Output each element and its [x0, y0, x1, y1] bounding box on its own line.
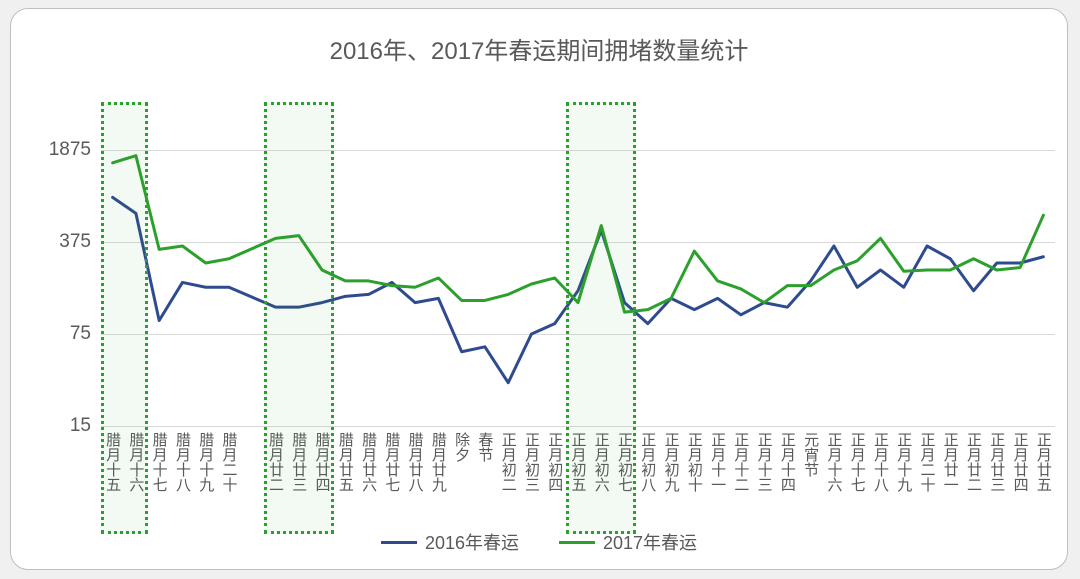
x-tick-label: 正月初三 [524, 432, 539, 492]
legend-item: 2017年春运 [559, 529, 697, 555]
legend-swatch [559, 541, 595, 544]
x-tick-label: 正月初四 [547, 432, 562, 492]
x-tick-label: 春节 [477, 432, 492, 462]
x-tick-label: 腊月廿六 [361, 432, 376, 492]
x-tick-label: 正月十九 [896, 432, 911, 492]
legend-swatch [381, 541, 417, 544]
x-tick-label: 正月十四 [780, 432, 795, 492]
plot-area: 腊月十五腊月十六腊月十七腊月十八腊月十九腊月二十腊月廿二腊月廿三腊月廿四腊月廿五… [101, 104, 1055, 426]
x-tick-label: 正月廿二 [966, 432, 981, 492]
x-tick-label: 正月十二 [733, 432, 748, 492]
legend-label: 2017年春运 [603, 529, 697, 555]
x-tick-label: 正月十八 [873, 432, 888, 492]
x-tick-label: 正月初十 [687, 432, 702, 492]
x-tick-label: 正月二十 [920, 432, 935, 492]
x-tick-label: 正月十三 [757, 432, 772, 492]
x-tick-label: 腊月廿五 [338, 432, 353, 492]
x-tick-label: 正月初二 [501, 432, 516, 492]
highlight-box [566, 102, 636, 534]
chart-title: 2016年、2017年春运期间拥堵数量统计 [11, 31, 1067, 66]
highlight-box [264, 102, 334, 534]
x-tick-label: 正月初九 [664, 432, 679, 492]
x-tick-label: 腊月廿九 [431, 432, 446, 492]
x-tick-label: 正月初八 [640, 432, 655, 492]
x-tick-label: 腊月十九 [198, 432, 213, 492]
x-tick-label: 正月廿五 [1036, 432, 1051, 492]
x-tick-label: 除夕 [454, 432, 469, 462]
y-tick-label: 375 [59, 231, 101, 253]
x-tick-label: 正月十一 [710, 432, 725, 492]
legend-item: 2016年春运 [381, 529, 519, 555]
legend-label: 2016年春运 [425, 529, 519, 555]
x-tick-label: 元宵节 [803, 432, 818, 477]
chart-card: 2016年、2017年春运期间拥堵数量统计 腊月十五腊月十六腊月十七腊月十八腊月… [10, 8, 1068, 570]
x-tick-label: 正月十六 [826, 432, 841, 492]
x-tick-label: 腊月廿八 [408, 432, 423, 492]
x-tick-label: 腊月十八 [175, 432, 190, 492]
x-tick-label: 正月廿三 [989, 432, 1004, 492]
x-tick-label: 腊月廿七 [384, 432, 399, 492]
x-tick-label: 腊月十七 [152, 432, 167, 492]
legend: 2016年春运 2017年春运 [11, 529, 1067, 555]
highlight-box [101, 102, 148, 534]
y-tick-label: 15 [70, 415, 101, 437]
x-tick-label: 腊月二十 [221, 432, 236, 492]
x-tick-label: 正月十七 [850, 432, 865, 492]
y-tick-label: 1875 [49, 139, 101, 161]
x-tick-label: 正月廿四 [1013, 432, 1028, 492]
y-tick-label: 75 [70, 323, 101, 345]
x-tick-label: 正月廿一 [943, 432, 958, 492]
